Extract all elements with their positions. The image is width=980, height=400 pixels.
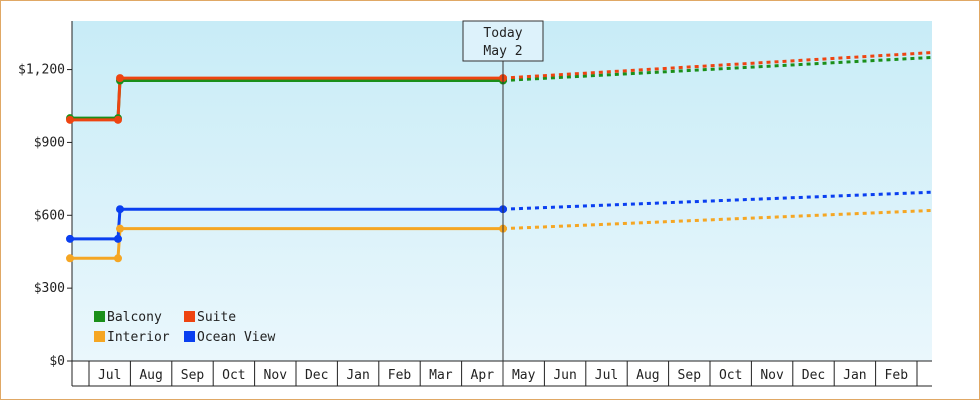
ocean-view-history-line — [70, 207, 503, 241]
suite-history-line — [70, 76, 503, 122]
x-tick-label: Oct — [222, 368, 245, 383]
x-tick-label: Jul — [595, 368, 618, 383]
y-tick-label: $600 — [34, 208, 65, 223]
x-tick-label: Jan — [843, 368, 866, 383]
x-tick-label: Jan — [346, 368, 369, 383]
y-tick-label: $300 — [34, 281, 65, 296]
today-label-box — [462, 20, 544, 62]
suite-point — [114, 115, 122, 124]
interior-point — [66, 254, 74, 263]
suite-legend-label: Suite — [197, 310, 236, 325]
x-tick-label: Jun — [553, 368, 576, 383]
balcony-legend-label: Balcony — [107, 310, 162, 325]
interior-legend-swatch — [94, 331, 105, 342]
ocean-view-legend-swatch — [184, 331, 195, 342]
today-date: May 2 — [483, 44, 522, 59]
x-tick-label: Aug — [636, 368, 659, 383]
balcony-legend-swatch — [94, 311, 105, 322]
ocean-view-point — [114, 234, 122, 243]
interior-history-line — [70, 227, 503, 260]
interior-point — [116, 224, 124, 233]
y-tick-label: $0 — [49, 354, 65, 369]
ocean-view-point — [66, 234, 74, 243]
y-tick-label: $1,200 — [18, 63, 65, 78]
suite-point — [116, 74, 124, 83]
x-tick-label: Sep — [181, 368, 205, 383]
x-tick-label: Sep — [678, 368, 702, 383]
suite-point — [66, 115, 74, 124]
x-tick-label: Mar — [429, 368, 453, 383]
suite-legend-swatch — [184, 311, 195, 322]
x-tick-label: May — [512, 368, 536, 383]
ocean-view-legend-label: Ocean View — [197, 330, 275, 345]
ocean-view-point — [116, 205, 124, 214]
x-tick-label: Dec — [802, 368, 825, 383]
x-tick-label: Feb — [388, 368, 412, 383]
x-tick-label: Jul — [98, 368, 121, 383]
x-tick-label: Nov — [264, 368, 288, 383]
x-tick-label: Oct — [719, 368, 742, 383]
interior-legend-label: Interior — [107, 330, 170, 345]
interior-point — [114, 254, 122, 263]
x-tick-label: Feb — [885, 368, 909, 383]
x-tick-label: Aug — [139, 368, 162, 383]
today-label: Today — [483, 26, 522, 41]
x-tick-label: Nov — [760, 368, 784, 383]
x-tick-label: Dec — [305, 368, 328, 383]
x-tick-label: Apr — [471, 368, 495, 383]
y-tick-label: $900 — [34, 135, 65, 150]
